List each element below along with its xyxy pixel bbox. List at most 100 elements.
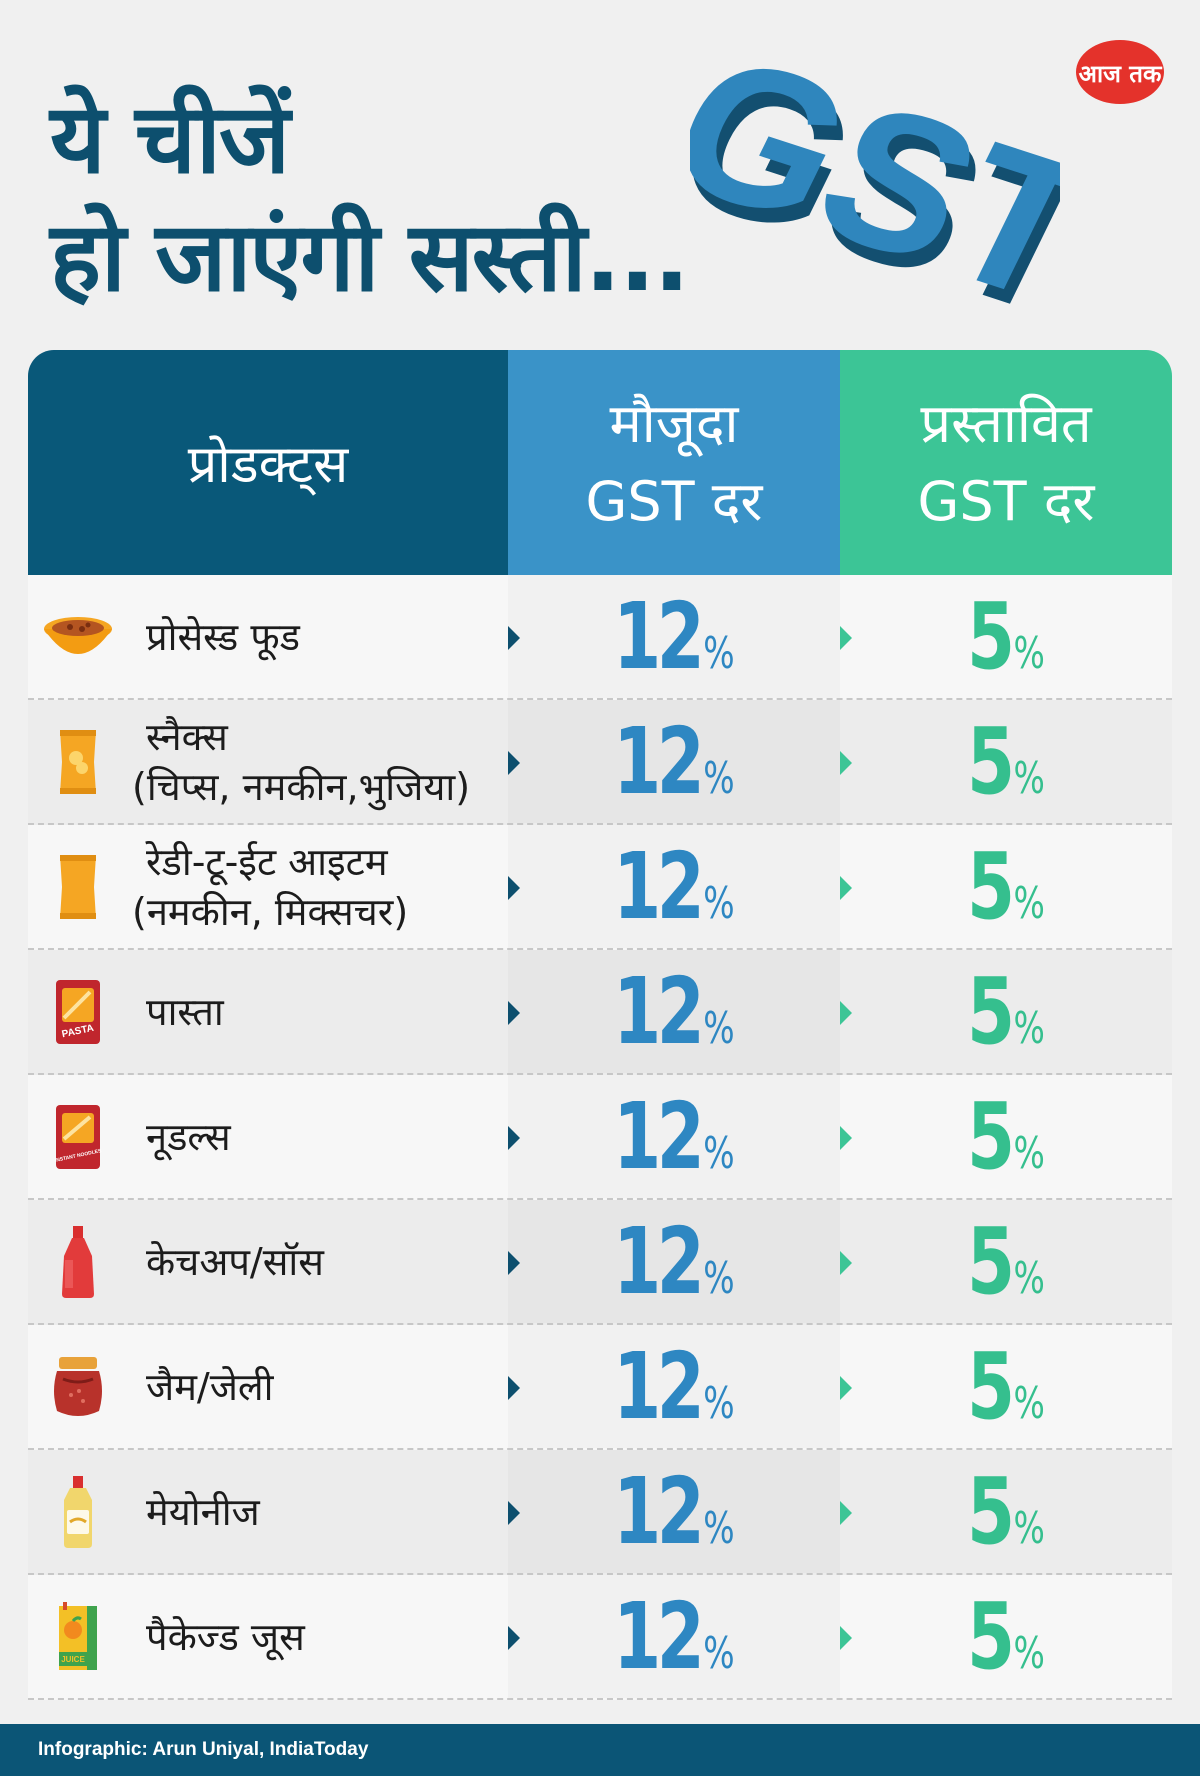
- row-arrow-icon: [508, 1250, 520, 1275]
- current-rate-cell: 12%: [508, 575, 840, 698]
- product-name: रेडी-टू-ईट आइटम: [146, 839, 388, 884]
- table-row: मेयोनीज 12% 5%: [28, 1450, 1172, 1575]
- header-current-rate: मौजूदा GST दर: [508, 350, 840, 575]
- title-line-1: ये चीजें: [50, 83, 290, 195]
- juice-carton-icon: JUICE: [59, 1601, 97, 1670]
- table-row: PASTA पास्ता 12% 5%: [28, 950, 1172, 1075]
- table-row: रेडी-टू-ईट आइटम (नमकीन, मिक्सचर) 12% 5%: [28, 825, 1172, 950]
- table-row: स्नैक्स (चिप्स, नमकीन,भुजिया) 12% 5%: [28, 700, 1172, 825]
- ketchup-bottle-icon: [62, 1225, 94, 1298]
- current-rate-value: 12: [613, 1082, 705, 1190]
- product-name: पास्ता: [146, 989, 224, 1034]
- product-cell: मेयोनीज: [28, 1450, 508, 1573]
- row-arrow-icon: [508, 1625, 520, 1650]
- row-arrow-icon: [840, 1000, 852, 1025]
- product-cell: रेडी-टू-ईट आइटम (नमकीन, मिक्सचर): [28, 825, 508, 948]
- proposed-rate-value: 5: [967, 1082, 1015, 1190]
- proposed-rate-value: 5: [967, 832, 1015, 940]
- table-row: प्रोसेस्ड फूड 12% 5%: [28, 575, 1172, 700]
- proposed-rate-value: 5: [967, 582, 1015, 690]
- row-arrow-icon: [508, 1375, 520, 1400]
- product-cell: प्रोसेस्ड फूड: [28, 575, 508, 698]
- proposed-rate-value: 5: [967, 1457, 1015, 1565]
- proposed-rate-cell: 5%: [967, 957, 1045, 1065]
- table-header: प्रोडक्ट्स मौजूदा GST दर प्रस्तावित GST …: [28, 350, 1172, 575]
- product-name: मेयोनीज: [146, 1489, 260, 1534]
- current-rate-value: 12: [613, 1207, 705, 1315]
- table-row: जैम/जेली 12% 5%: [28, 1325, 1172, 1450]
- page-title: ये चीजें हो जाएंगी सस्ती...: [50, 80, 690, 316]
- product-subtext: (चिप्स, नमकीन,भुजिया): [132, 764, 471, 809]
- row-arrow-icon: [508, 1125, 520, 1150]
- proposed-rate-value: 5: [967, 1582, 1015, 1690]
- product-name: पैकेज्ड जूस: [146, 1614, 305, 1659]
- proposed-rate-value: 5: [967, 1207, 1015, 1315]
- table-row: केचअप/सॉस 12% 5%: [28, 1200, 1172, 1325]
- header-proposed-rate: प्रस्तावित GST दर: [840, 350, 1172, 575]
- product-name: स्नैक्स: [146, 714, 228, 759]
- proposed-rate-cell: 5%: [967, 1332, 1045, 1440]
- chips-packet-icon: [60, 729, 96, 794]
- pasta-packet-icon: PASTA: [56, 979, 100, 1044]
- noodles-packet-icon: INSTANT NOODLES: [54, 1104, 102, 1169]
- row-arrow-icon: [508, 875, 520, 900]
- current-rate-value: 12: [613, 1582, 705, 1690]
- gst-3d-lettering: GST GST: [690, 22, 1060, 332]
- row-arrow-icon: [508, 1000, 520, 1025]
- product-name: नूडल्स: [146, 1114, 231, 1159]
- current-rate-cell: 12%: [508, 1200, 840, 1323]
- row-arrow-icon: [840, 1625, 852, 1650]
- gst-rate-table: प्रोडक्ट्स मौजूदा GST दर प्रस्तावित GST …: [28, 350, 1172, 1700]
- row-arrow-icon: [508, 750, 520, 775]
- proposed-rate-cell: 5%: [967, 707, 1045, 815]
- logo-text: आज तक: [1079, 60, 1163, 88]
- proposed-rate-value: 5: [967, 1332, 1015, 1440]
- current-rate-cell: 12%: [508, 1075, 840, 1198]
- proposed-rate-cell: 5%: [967, 1082, 1045, 1190]
- product-cell: स्नैक्स (चिप्स, नमकीन,भुजिया): [28, 700, 508, 823]
- table-row: JUICE पैकेज्ड जूस 12% 5%: [28, 1575, 1172, 1700]
- row-arrow-icon: [840, 875, 852, 900]
- row-arrow-icon: [840, 1375, 852, 1400]
- current-rate-cell: 12%: [508, 700, 840, 823]
- proposed-rate-cell: 5%: [967, 1457, 1045, 1565]
- title-line-2: हो जाएंगी सस्ती...: [50, 201, 690, 313]
- product-name: प्रोसेस्ड फूड: [146, 614, 300, 659]
- current-rate-value: 12: [613, 1332, 705, 1440]
- current-rate-value: 12: [613, 582, 705, 690]
- product-subtext: (नमकीन, मिक्सचर): [132, 889, 409, 934]
- current-rate-cell: 12%: [508, 1325, 840, 1448]
- proposed-rate-cell: 5%: [967, 582, 1045, 690]
- row-arrow-icon: [840, 1500, 852, 1525]
- header-product: प्रोडक्ट्स: [28, 350, 508, 575]
- current-rate-cell: 12%: [508, 1575, 840, 1698]
- product-name: जैम/जेली: [146, 1364, 274, 1409]
- proposed-rate-value: 5: [967, 707, 1015, 815]
- noodle-bowl-icon: [44, 616, 112, 654]
- footer-credit: Infographic: Arun Uniyal, IndiaToday: [0, 1724, 1200, 1776]
- current-rate-cell: 12%: [508, 825, 840, 948]
- snack-packet-icon: [60, 854, 96, 919]
- proposed-rate-cell: 5%: [967, 1207, 1045, 1315]
- product-cell: केचअप/सॉस: [28, 1200, 508, 1323]
- row-arrow-icon: [840, 625, 852, 650]
- table-body: प्रोसेस्ड फूड 12% 5%: [28, 575, 1172, 1700]
- current-rate-value: 12: [613, 832, 705, 940]
- gst-art-front: GST: [690, 22, 1060, 332]
- product-cell: PASTA पास्ता: [28, 950, 508, 1073]
- product-cell: जैम/जेली: [28, 1325, 508, 1448]
- aajtak-logo: आज तक: [1076, 40, 1164, 104]
- row-arrow-icon: [840, 750, 852, 775]
- svg-text:JUICE: JUICE: [61, 1655, 85, 1664]
- credit-text: Infographic: Arun Uniyal, IndiaToday: [38, 1739, 369, 1760]
- proposed-rate-cell: 5%: [967, 1582, 1045, 1690]
- mayonnaise-bottle-icon: [64, 1475, 92, 1548]
- current-rate-cell: 12%: [508, 950, 840, 1073]
- current-rate-value: 12: [613, 1457, 705, 1565]
- row-arrow-icon: [840, 1125, 852, 1150]
- product-cell: JUICE पैकेज्ड जूस: [28, 1575, 508, 1698]
- proposed-rate-value: 5: [967, 957, 1015, 1065]
- table-row: INSTANT NOODLES नूडल्स 12% 5%: [28, 1075, 1172, 1200]
- proposed-rate-cell: 5%: [967, 832, 1045, 940]
- current-rate-cell: 12%: [508, 1450, 840, 1573]
